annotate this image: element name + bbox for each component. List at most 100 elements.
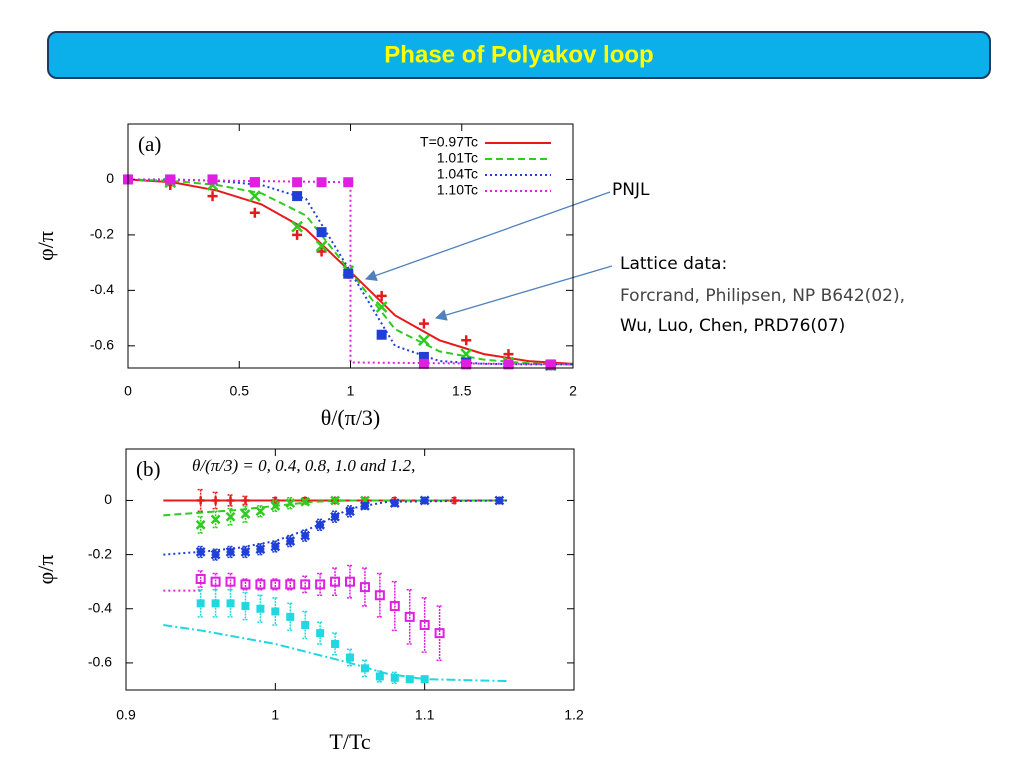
legend-label: 1.01Tc xyxy=(437,150,478,166)
y-tick-label: -0.2 xyxy=(90,226,114,242)
data-point xyxy=(286,612,295,621)
x-tick-label: 1.1 xyxy=(415,707,435,723)
error-bar xyxy=(436,605,443,661)
data-point xyxy=(195,573,206,584)
y-tick-label: -0.2 xyxy=(88,545,112,561)
data-point xyxy=(285,579,296,590)
data-point xyxy=(450,496,459,505)
error-bar xyxy=(227,507,234,526)
data-point xyxy=(343,268,354,279)
arrow xyxy=(364,191,611,281)
y-tick-label: -0.4 xyxy=(90,281,114,297)
data-point xyxy=(418,358,429,369)
data-point xyxy=(374,590,385,601)
error-bar xyxy=(361,659,368,678)
error-bar xyxy=(257,505,264,518)
data-point xyxy=(255,506,266,517)
data-point xyxy=(241,496,250,505)
error-bar xyxy=(272,499,279,513)
legend-label: 1.04Tc xyxy=(437,166,478,182)
error-bar xyxy=(212,491,219,510)
error-bar xyxy=(197,515,204,534)
data-point xyxy=(300,496,311,507)
x-tick-label: 0.5 xyxy=(230,383,250,399)
data-point xyxy=(315,519,326,530)
data-point xyxy=(225,511,236,522)
error-bar xyxy=(302,575,309,594)
data-point xyxy=(255,579,266,590)
line xyxy=(128,178,573,366)
x-axis-label: T/Tc xyxy=(329,729,370,754)
data-point xyxy=(196,496,205,505)
data-point xyxy=(420,675,429,684)
data-point xyxy=(375,301,388,313)
data-point xyxy=(285,498,296,509)
data-point xyxy=(291,220,303,233)
x-tick-label: 0 xyxy=(124,383,132,399)
data-point xyxy=(316,629,325,638)
data-point xyxy=(376,290,387,301)
data-point xyxy=(360,664,369,673)
data-point xyxy=(300,579,311,590)
data-point xyxy=(316,177,327,188)
data-point xyxy=(345,576,355,587)
error-bar xyxy=(406,589,413,645)
data-point xyxy=(330,511,340,522)
data-point xyxy=(165,174,176,185)
y-tick-label: -0.6 xyxy=(88,654,112,670)
data-point xyxy=(545,359,556,370)
annotation: θ/(π/3) = 0, 0.4, 0.8, 1.0 and 1.2, xyxy=(192,456,415,475)
data-point xyxy=(315,240,328,252)
error-bar xyxy=(347,564,353,599)
error-bar xyxy=(227,572,234,591)
data-point xyxy=(503,359,514,370)
x-tick-label: 1 xyxy=(347,383,355,399)
data-point xyxy=(271,607,280,616)
data-point xyxy=(270,500,281,511)
panel-label: (a) xyxy=(138,132,161,156)
data-point xyxy=(292,177,303,188)
data-point xyxy=(359,582,370,593)
data-point xyxy=(195,547,206,557)
data-point xyxy=(461,335,472,346)
data-point xyxy=(389,601,400,612)
error-bar xyxy=(317,572,324,596)
y-axis-label: φ/π xyxy=(33,555,58,585)
arrow xyxy=(434,265,613,321)
error-bar xyxy=(212,572,219,591)
error-bar xyxy=(287,496,294,510)
error-bar xyxy=(376,572,383,618)
data-point xyxy=(418,318,429,329)
data-point xyxy=(418,351,429,362)
legend-label: 1.10Tc xyxy=(437,182,478,198)
data-point xyxy=(315,579,326,590)
line xyxy=(163,499,507,556)
data-point xyxy=(346,653,354,662)
data-point xyxy=(248,190,261,202)
error-bar xyxy=(332,567,339,596)
x-tick-label: 1.2 xyxy=(564,707,584,723)
data-point xyxy=(211,496,220,505)
data-point xyxy=(226,599,235,608)
data-point xyxy=(240,547,251,557)
data-point xyxy=(225,547,236,557)
data-point xyxy=(343,177,354,188)
error-bar xyxy=(197,570,204,588)
data-point xyxy=(249,177,260,188)
error-bar xyxy=(242,505,249,523)
reference: Wu, Luo, Chen, PRD76(07) xyxy=(620,316,845,336)
plot-frame xyxy=(125,448,575,691)
data-point xyxy=(390,673,399,682)
data-point xyxy=(419,495,430,506)
data-point xyxy=(375,672,384,681)
y-tick-label: 0 xyxy=(106,170,114,186)
data-point xyxy=(195,519,206,530)
legend-label: T=0.97Tc xyxy=(420,134,478,150)
data-point xyxy=(207,174,218,185)
data-point xyxy=(270,541,281,552)
reference: Forcrand, Philipsen, NP B642(02), xyxy=(620,286,905,306)
data-point xyxy=(249,207,260,218)
x-axis-label: θ/(π/3) xyxy=(321,405,381,430)
